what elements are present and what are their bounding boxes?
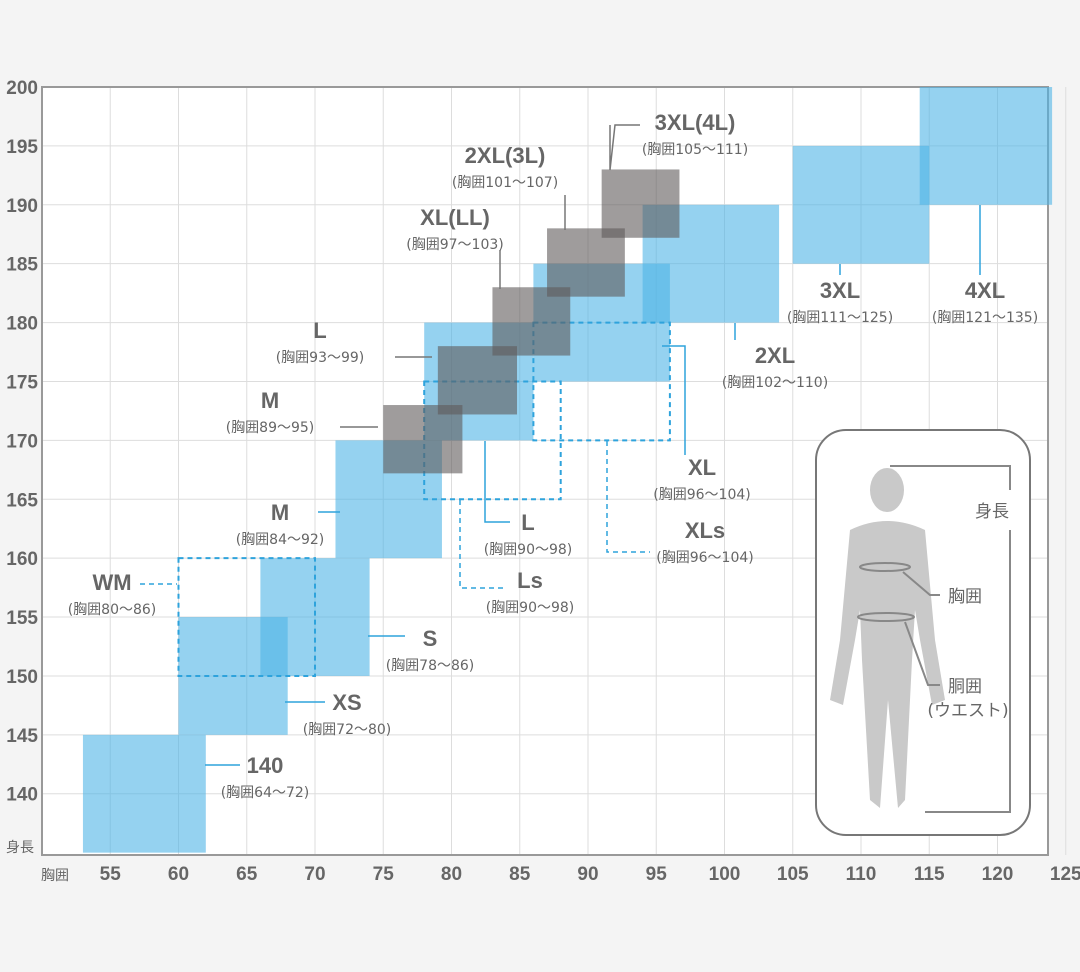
size-chest-range-label: (胸囲78～86) — [386, 658, 475, 674]
size-box-3xl4l — [601, 169, 680, 238]
y-tick-label: 180 — [6, 314, 38, 335]
size-name-label: WM — [92, 570, 131, 595]
human-figure-icon — [830, 521, 945, 808]
y-tick-label: 185 — [6, 255, 38, 276]
size-chest-range-label: (胸囲101～107) — [452, 175, 558, 191]
y-tick-label: 170 — [6, 431, 38, 452]
x-tick-label: 65 — [236, 864, 258, 885]
size-chest-range-label: (胸囲90～98) — [486, 600, 575, 616]
figure-waist-note: (ウエスト) — [927, 701, 1008, 721]
x-axis-label: 胸囲 — [41, 868, 69, 884]
figure-waist-label: 胴囲 — [948, 677, 982, 697]
x-tick-label: 60 — [168, 864, 189, 885]
figure-chest-label: 胸囲 — [948, 587, 982, 607]
size-chest-range-label: (胸囲64～72) — [221, 785, 310, 801]
size-chest-range-label: (胸囲96～104) — [656, 550, 753, 566]
height-leader-bottom — [925, 530, 1011, 813]
size-name-label: 140 — [247, 753, 284, 778]
x-tick-label: 85 — [509, 864, 531, 885]
leader-line — [459, 500, 505, 589]
size-name-label: M — [271, 500, 289, 525]
size-name-label: L — [313, 318, 326, 343]
y-tick-label: 155 — [6, 608, 38, 629]
size-chest-range-label: (胸囲93～99) — [276, 350, 365, 366]
size-name-label: XL(LL) — [420, 205, 490, 230]
size-chest-range-label: (胸囲84～92) — [236, 532, 325, 548]
leader-line — [662, 345, 686, 455]
x-tick-label: 70 — [304, 864, 325, 885]
height-leader-top — [890, 465, 1011, 490]
y-tick-label: 175 — [6, 372, 38, 393]
size-chest-range-label: (胸囲97～103) — [406, 237, 503, 253]
figure-head-icon — [870, 468, 904, 512]
leader-line — [606, 441, 650, 553]
figure-height-label: 身長 — [975, 502, 1009, 522]
y-tick-label: 160 — [6, 549, 38, 570]
leader-line — [609, 124, 640, 171]
size-chest-range-label: (胸囲121～135) — [932, 310, 1038, 326]
size-chest-range-label: (胸囲105～111) — [642, 142, 748, 158]
y-tick-label: 145 — [6, 726, 38, 747]
x-tick-label: 110 — [846, 864, 877, 885]
y-tick-label: 140 — [6, 785, 38, 806]
size-name-label: XLs — [685, 518, 725, 543]
leader-line — [484, 441, 510, 523]
size-name-label: L — [521, 510, 534, 535]
size-name-label: XL — [688, 455, 716, 480]
x-tick-label: 55 — [100, 864, 122, 885]
size-box-140 — [82, 734, 206, 853]
x-tick-label: 90 — [577, 864, 598, 885]
y-tick-label: 195 — [6, 137, 38, 158]
size-box-2xl3l — [547, 228, 625, 297]
waist-measure-icon — [857, 612, 915, 622]
x-tick-label: 125 — [1050, 864, 1080, 885]
x-tick-label: 120 — [982, 864, 1014, 885]
size-chest-range-label: (胸囲96～104) — [653, 487, 750, 503]
x-tick-label: 115 — [914, 864, 945, 885]
size-box-3xl — [792, 145, 930, 264]
size-chest-range-label: (胸囲102～110) — [722, 375, 828, 391]
size-name-label: Ls — [517, 568, 543, 593]
y-tick-label: 150 — [6, 667, 38, 688]
size-name-label: XS — [332, 690, 361, 715]
size-name-label: 2XL(3L) — [465, 143, 546, 168]
chest-measure-icon — [859, 562, 911, 572]
size-name-label: S — [423, 626, 438, 651]
plot-border — [41, 86, 1049, 856]
size-box-m — [383, 405, 463, 474]
size-box-xlll — [492, 287, 571, 356]
waist-leader — [904, 621, 940, 686]
size-chest-range-label: (胸囲90～98) — [484, 542, 573, 558]
x-tick-label: 105 — [777, 864, 809, 885]
size-name-label: 4XL — [965, 278, 1005, 303]
x-tick-label: 95 — [646, 864, 668, 885]
y-axis-label: 身長 — [6, 840, 34, 856]
size-chest-range-label: (胸囲111～125) — [787, 310, 893, 326]
size-name-label: 3XL — [820, 278, 860, 303]
size-name-label: 3XL(4L) — [655, 110, 736, 135]
x-tick-label: 75 — [373, 864, 395, 885]
chest-leader — [902, 571, 940, 596]
size-chest-range-label: (胸囲80～86) — [68, 602, 157, 618]
size-chest-range-label: (胸囲89～95) — [226, 420, 315, 436]
size-name-label: M — [261, 388, 279, 413]
x-tick-label: 100 — [709, 864, 741, 885]
y-tick-label: 190 — [6, 196, 38, 217]
size-chest-range-label: (胸囲72～80) — [303, 722, 392, 738]
y-tick-label: 200 — [6, 78, 38, 99]
size-name-label: 2XL — [755, 343, 795, 368]
x-tick-label: 80 — [441, 864, 462, 885]
y-tick-label: 165 — [6, 490, 38, 511]
size-box-l — [437, 346, 518, 415]
size-box-4xl — [919, 87, 1053, 205]
